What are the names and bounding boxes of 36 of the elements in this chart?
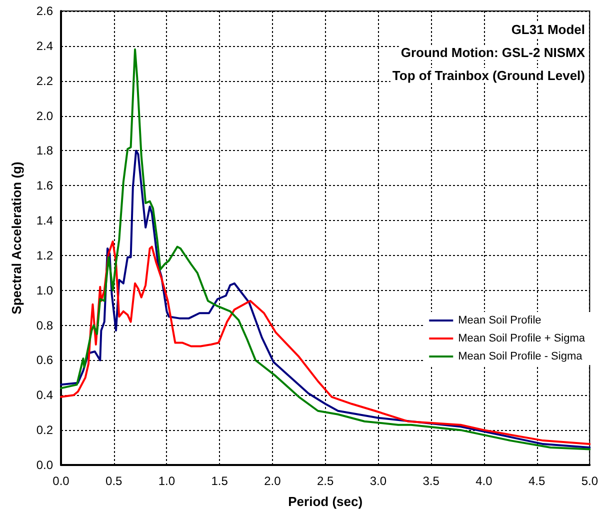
y-tick-label: 1.8 [36,144,54,158]
x-tick-label: 1.0 [158,474,176,488]
text: GL31 Model [511,22,586,37]
legend-label: Mean Soil Profile + Sigma [458,332,586,344]
y-tick-label: 2.4 [36,38,54,53]
line-series [60,240,591,446]
y-tick-label: 2.2 [36,74,54,88]
legend-label: Mean Soil Profile - Sigma [458,350,584,362]
y-tick-label: 1.0 [36,283,54,298]
line-series [60,150,591,449]
line-series [60,48,591,450]
x-tick-label: 2.0 [264,474,282,488]
x-tick-label: 0.0 [52,474,70,488]
y-tick-label: 0.0 [36,458,54,472]
y-tick-label: 1.2 [36,248,54,262]
x-tick-label: 3.0 [370,474,387,488]
annotation: Ground Motion: GSL-2 NISMX [400,45,586,60]
x-axis-title: Period (sec) [288,494,363,509]
y-tick-label: 0.6 [36,353,54,368]
legend-label: Mean Soil Profile [458,314,542,326]
x-tick-label: 0.5 [106,474,123,488]
y-tick-label: 0.4 [36,388,54,402]
x-tick-label: 4.5 [528,474,546,488]
x-tick-label: 3.5 [422,474,440,488]
y-tick-label: 1.6 [36,178,54,193]
x-tick-label: 1.5 [211,474,228,488]
y-tick-label: 2.6 [36,4,54,18]
x-tick-label: 4.0 [476,474,493,488]
y-tick-label: 2.0 [36,108,54,123]
x-tick-label: 5.0 [581,474,598,488]
x-tick-label: 2.5 [316,474,334,488]
y-axis-title: Spectral Acceleration (g) [9,162,24,314]
y-tick-label: 1.4 [36,214,54,228]
y-tick-label: 0.8 [36,318,54,332]
y-tick-label: 0.2 [36,423,54,438]
annotation: Top of Trainbox (Ground Level) [392,68,586,83]
